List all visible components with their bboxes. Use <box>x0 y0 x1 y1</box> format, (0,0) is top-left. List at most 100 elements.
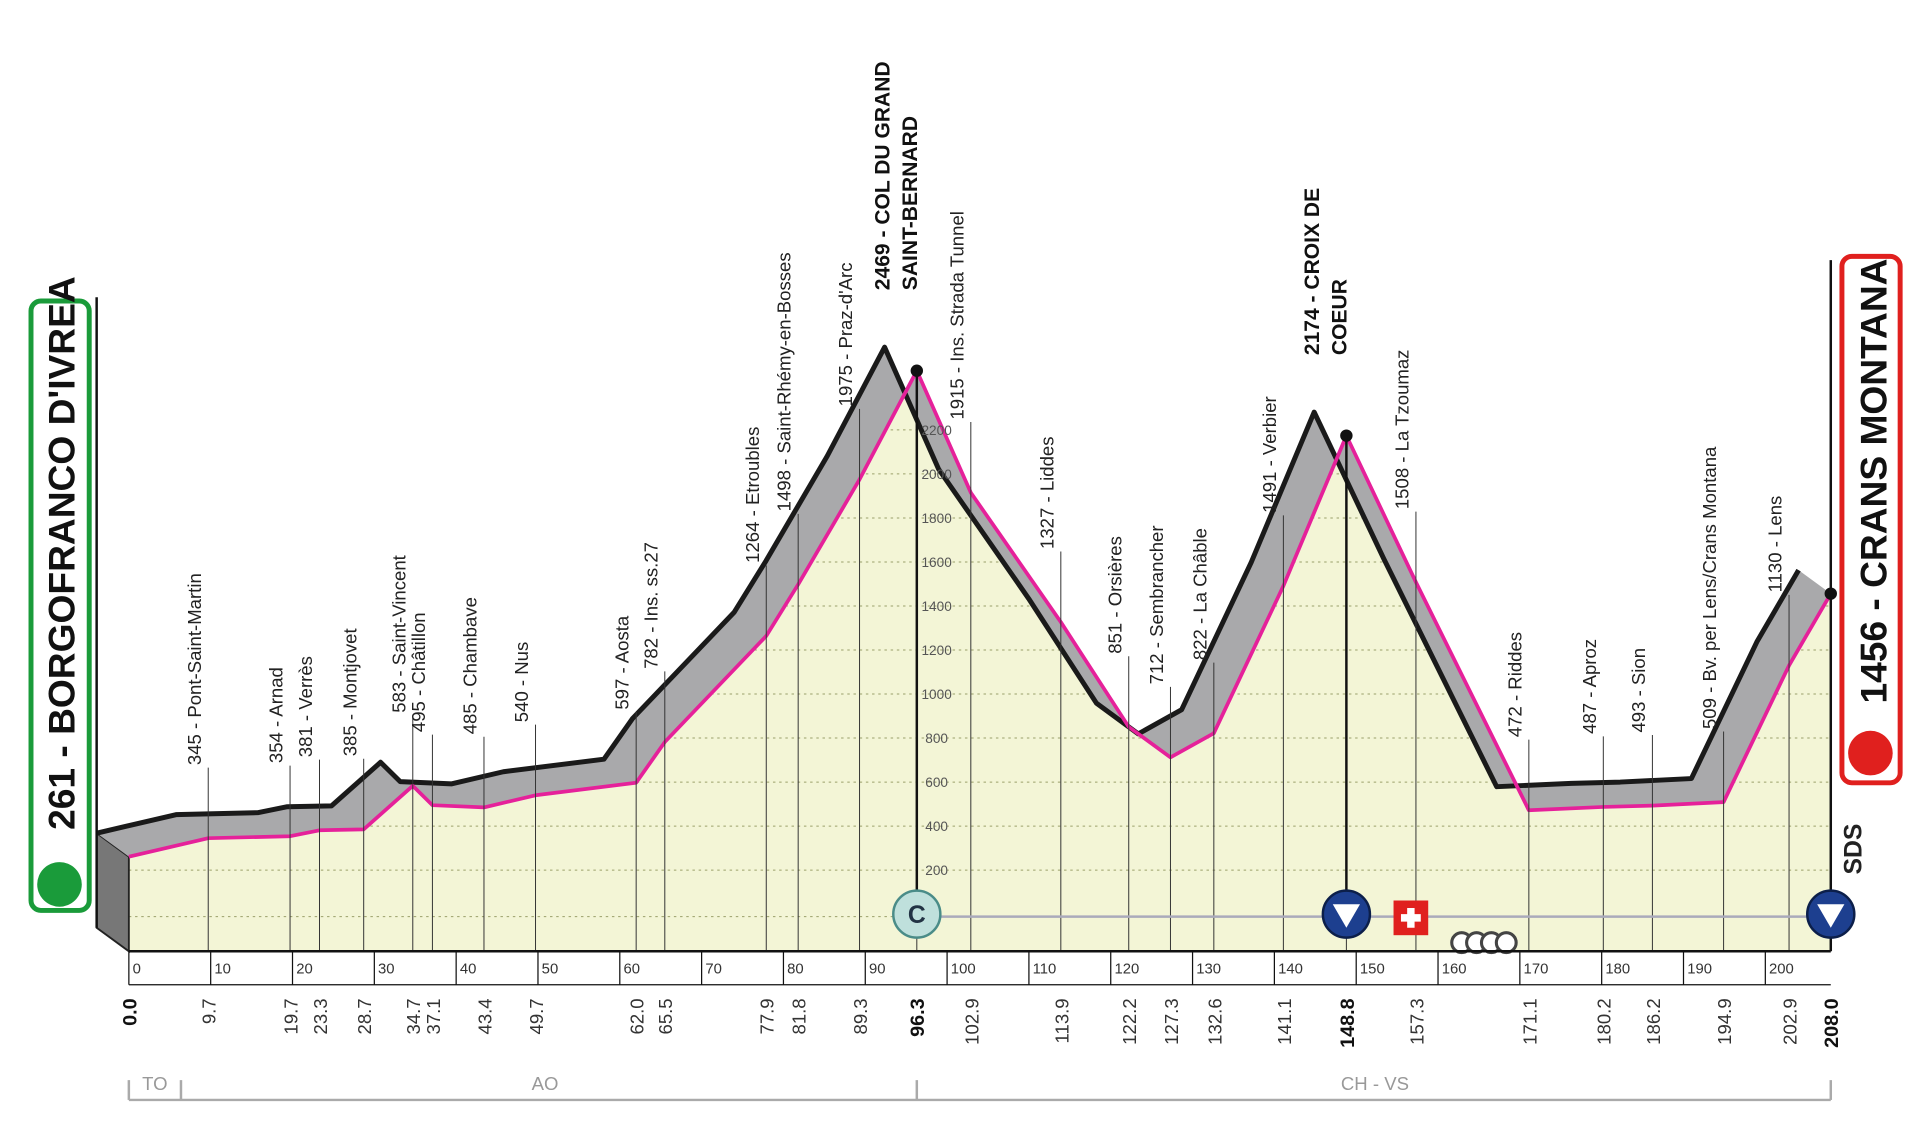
waypoint-label: 385 - Montjovet <box>339 628 360 757</box>
waypoint-label: 485 - Chambave <box>460 597 481 734</box>
waypoint-label: 1327 - Liddes <box>1036 436 1057 549</box>
waypoint-label: 495 - Châtillon <box>408 612 429 732</box>
km-label: 157.3 <box>1406 998 1427 1044</box>
region-label: AO <box>532 1073 559 1094</box>
start-icon <box>37 862 82 907</box>
y-tick-label: 200 <box>925 863 948 878</box>
y-tick-label: 400 <box>925 819 948 834</box>
waypoint-label: 1130 - Lens <box>1765 496 1786 593</box>
finish-icon <box>1848 730 1893 776</box>
waypoint-label: 1264 - Etroubles <box>742 427 763 563</box>
waypoint-label: 472 - Riddes <box>1504 632 1525 737</box>
x-tick-label: 50 <box>542 962 559 978</box>
x-tick-label: 160 <box>1442 962 1467 978</box>
waypoint-label: 2174 - CROIX DE COEUR <box>1301 188 1351 355</box>
km-label: 171.1 <box>1519 998 1540 1044</box>
km-label: 202.9 <box>1779 998 1800 1044</box>
km-label: 127.3 <box>1161 998 1182 1044</box>
km-label: 194.9 <box>1714 998 1735 1044</box>
y-tick-label: 2000 <box>921 467 952 482</box>
x-tick-label: 40 <box>460 962 477 978</box>
km-label: 9.7 <box>199 998 220 1024</box>
km-label: 34.7 <box>403 998 424 1034</box>
x-tick-label: 0 <box>133 962 141 978</box>
waypoint-label: 1975 - Praz-d'Arc <box>835 262 856 406</box>
swiss-cross <box>1400 907 1421 928</box>
km-label: 122.2 <box>1119 998 1140 1044</box>
x-tick-label: 150 <box>1360 962 1385 978</box>
summit-dot <box>1824 587 1837 600</box>
x-tick-label: 20 <box>296 962 313 978</box>
km-label: 0.0 <box>119 998 141 1026</box>
waypoint-label: 1498 - Saint-Rhémy-en-Bosses <box>774 252 795 511</box>
km-label: 81.8 <box>789 998 810 1034</box>
profile-layer: 345 - Pont-Saint-Martin 354 - Arnad 381 - … <box>95 61 1856 1102</box>
waypoint-label: 487 - Aproz <box>1579 639 1600 734</box>
x-tick-label: 190 <box>1687 962 1712 978</box>
logo: SDS <box>1841 824 1868 875</box>
km-label: 28.7 <box>354 998 375 1034</box>
feed-zone <box>1494 931 1518 955</box>
y-tick-label: 1800 <box>921 511 952 526</box>
x-tick-label: 100 <box>951 962 976 978</box>
profile-fill <box>128 370 1831 952</box>
waypoint-label: 381 - Verrès <box>295 656 316 757</box>
finish-label: 1456 - CRANS MONTANA <box>1853 258 1895 703</box>
y-tick-label: 2200 <box>921 423 952 438</box>
x-tick-label: 170 <box>1524 962 1549 978</box>
waypoint-label: 2469 - COL DU GRAND SAINT-BERNARD <box>872 61 922 290</box>
finish-box <box>1839 253 1903 786</box>
x-tick-label: 120 <box>1114 962 1139 978</box>
km-label: 208.0 <box>1821 998 1843 1048</box>
km-label: 96.3 <box>907 998 929 1037</box>
y-tick-label: 600 <box>925 775 948 790</box>
waypoint-label: 509 - Bv. per Lens/Crans Montana <box>1699 446 1720 729</box>
gpm-triangle <box>1332 904 1361 928</box>
y-tick-label: 1000 <box>921 687 952 702</box>
waypoint-label: 354 - Arnad <box>266 667 287 763</box>
km-label: 89.3 <box>850 998 871 1034</box>
km-label: 65.5 <box>655 998 676 1034</box>
waypoint-label: 851 - Orsières <box>1104 536 1125 654</box>
y-tick-label: 800 <box>925 731 948 746</box>
sprint-symbol: C <box>908 902 926 929</box>
waypoint-label: 712 - Sembrancher <box>1146 525 1167 684</box>
x-tick-label: 140 <box>1278 962 1303 978</box>
waypoint-label: 782 - Ins. ss.27 <box>640 542 661 669</box>
waypoint-label: 1915 - Ins. Strada Tunnel <box>946 211 967 419</box>
waypoint-label: 493 - Sion <box>1628 648 1649 733</box>
x-tick-label: 60 <box>624 962 641 978</box>
x-tick-label: 200 <box>1769 962 1794 978</box>
x-tick-label: 110 <box>1033 962 1057 978</box>
km-label: 132.6 <box>1204 998 1225 1044</box>
waypoint-label: 583 - Saint-Vincent <box>388 554 409 712</box>
x-tick-label: 80 <box>787 962 804 978</box>
x-tick-label: 10 <box>214 962 231 978</box>
km-label: 62.0 <box>627 998 648 1034</box>
km-label: 43.4 <box>474 998 495 1034</box>
waypoint-label: 540 - Nus <box>511 642 532 722</box>
waypoint-label: 597 - Aosta <box>612 615 633 710</box>
waypoint-label: 1491 - Verbier <box>1259 396 1280 513</box>
start-label: 261 - BORGOFRANCO D'IVREA <box>40 276 82 830</box>
y-tick-label: 1400 <box>921 599 952 614</box>
region-label: CH - VS <box>1341 1073 1409 1094</box>
km-label: 23.3 <box>310 998 331 1034</box>
x-tick-label: 70 <box>705 962 722 978</box>
x-tick-label: 90 <box>869 962 886 978</box>
km-label: 180.2 <box>1594 998 1615 1044</box>
y-tick-label: 1200 <box>921 643 952 658</box>
km-label: 102.9 <box>961 998 982 1044</box>
y-tick-label: 1600 <box>921 555 952 570</box>
km-label: 49.7 <box>526 998 547 1034</box>
km-label: 19.7 <box>280 998 301 1034</box>
km-label: 186.2 <box>1643 998 1664 1044</box>
km-label: 141.1 <box>1274 998 1295 1044</box>
x-tick-label: 180 <box>1605 962 1630 978</box>
sprint-marker <box>892 889 942 939</box>
km-label: 113.9 <box>1051 998 1072 1043</box>
waypoint-label: 1508 - La Tzoumaz <box>1392 350 1413 510</box>
start-box <box>28 298 92 913</box>
waypoint-label: 345 - Pont-Saint-Martin <box>184 573 205 765</box>
